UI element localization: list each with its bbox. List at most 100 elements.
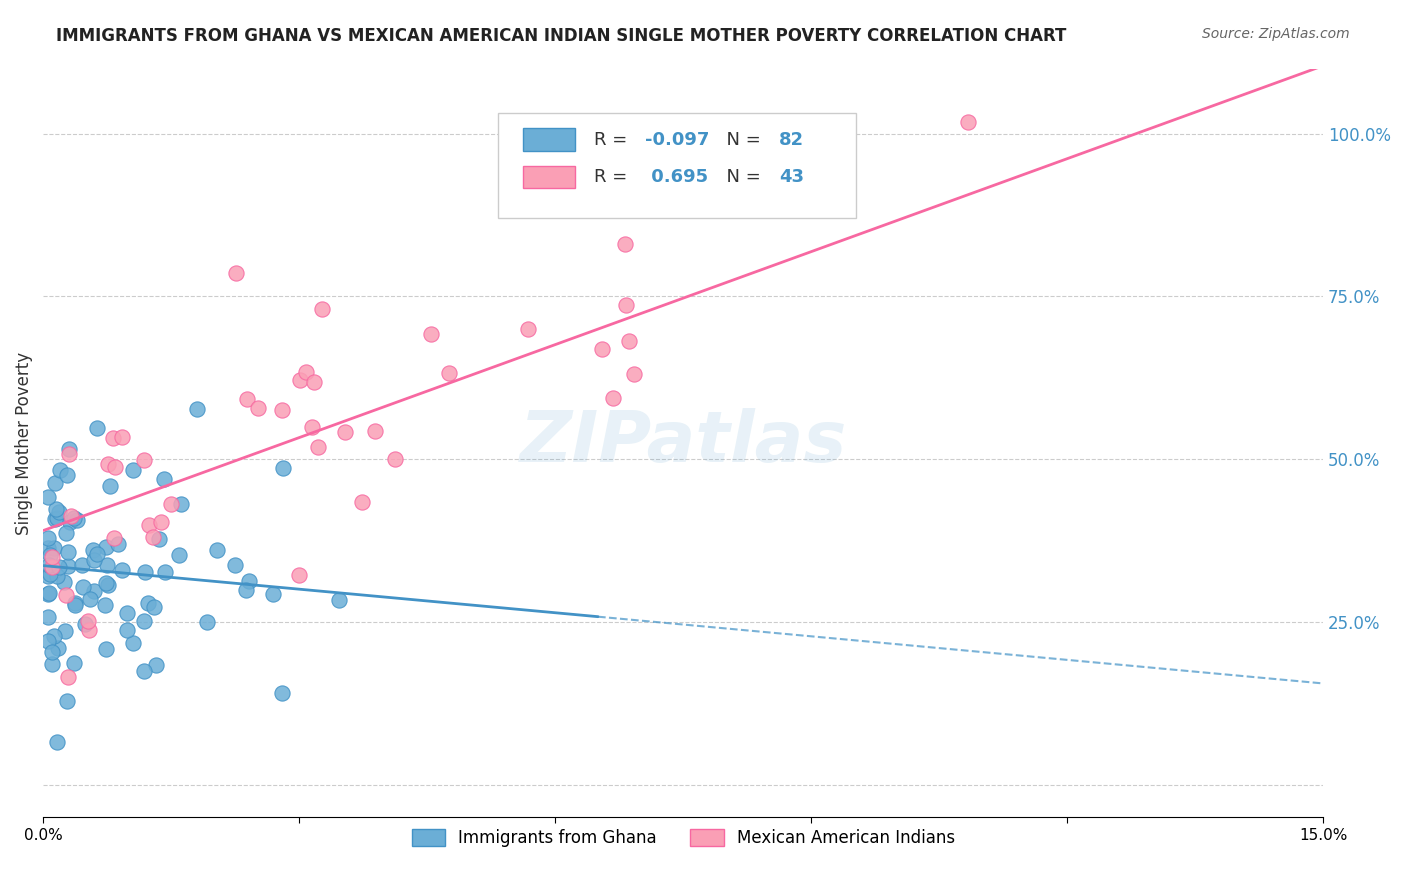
Point: [93, 599, 115, 613]
Text: R =: R =: [593, 168, 633, 186]
Point: [142, 530, 165, 544]
Point: [103, 531, 125, 545]
Point: [55, 526, 77, 541]
Point: [224, 558, 246, 572]
Point: [121, 462, 143, 476]
Point: [94, 541, 117, 555]
Point: [104, 460, 127, 475]
Point: [37, 610, 59, 624]
Point: [623, 367, 645, 381]
Point: [46, 640, 69, 655]
Point: [38, 558, 60, 573]
Point: [591, 342, 613, 356]
Point: [86, 547, 108, 561]
Point: [138, 518, 160, 533]
Point: [79, 591, 101, 606]
Point: [94, 641, 117, 656]
Text: ZIPatlas: ZIPatlas: [520, 409, 846, 477]
Point: [41, 657, 63, 671]
Point: [207, 542, 229, 557]
Point: [225, 266, 247, 280]
Point: [63, 598, 86, 612]
Point: [41, 645, 63, 659]
Point: [115, 624, 138, 638]
Point: [437, 366, 460, 380]
Point: [101, 431, 124, 445]
Point: [96, 558, 118, 572]
Point: [122, 635, 145, 649]
Point: [62, 656, 84, 670]
Point: [288, 373, 311, 387]
Point: [44, 476, 66, 491]
Point: [83, 583, 105, 598]
Point: [155, 566, 177, 580]
Point: [38, 566, 60, 581]
Point: [73, 616, 96, 631]
Point: [52, 574, 75, 589]
FancyBboxPatch shape: [523, 128, 575, 151]
Point: [56, 694, 79, 708]
Point: [419, 326, 441, 341]
Point: [617, 334, 640, 348]
Point: [148, 533, 170, 547]
Point: [37, 541, 59, 556]
Point: [153, 472, 176, 486]
Point: [77, 623, 100, 637]
Point: [58, 670, 80, 684]
Point: [62, 511, 84, 525]
Point: [46, 511, 69, 525]
Text: 43: 43: [779, 168, 804, 186]
Point: [82, 542, 104, 557]
Point: [41, 560, 63, 574]
Point: [271, 402, 294, 417]
Point: [56, 468, 79, 483]
Point: [132, 615, 155, 629]
Point: [263, 587, 285, 601]
Text: -0.097: -0.097: [645, 130, 709, 149]
Point: [53, 624, 76, 638]
Point: [134, 665, 156, 679]
Point: [352, 495, 374, 509]
Point: [39, 548, 62, 562]
Point: [956, 114, 979, 128]
Point: [37, 587, 59, 601]
Point: [364, 424, 387, 438]
Point: [48, 560, 70, 574]
Point: [307, 440, 329, 454]
Point: [48, 463, 70, 477]
Point: [55, 588, 77, 602]
Text: R =: R =: [593, 130, 633, 149]
Point: [98, 479, 121, 493]
Point: [111, 430, 134, 444]
FancyBboxPatch shape: [523, 166, 575, 188]
Text: 82: 82: [779, 130, 804, 149]
Point: [42, 629, 65, 643]
Point: [302, 375, 325, 389]
Point: [45, 501, 67, 516]
Point: [94, 576, 117, 591]
Point: [48, 505, 70, 519]
Text: 0.695: 0.695: [645, 168, 709, 186]
Point: [149, 516, 172, 530]
Point: [37, 634, 59, 648]
Point: [236, 392, 259, 407]
Point: [311, 301, 333, 316]
Point: [271, 461, 294, 475]
Point: [41, 549, 63, 564]
Point: [77, 614, 100, 628]
Point: [145, 658, 167, 673]
Point: [384, 452, 406, 467]
Point: [38, 585, 60, 599]
Point: [107, 537, 129, 551]
Text: N =: N =: [716, 130, 766, 149]
Point: [333, 425, 356, 439]
Point: [58, 442, 80, 456]
Point: [86, 421, 108, 435]
Point: [167, 548, 190, 562]
Point: [46, 735, 69, 749]
Point: [65, 595, 87, 609]
Point: [238, 574, 260, 588]
Point: [134, 453, 156, 467]
Point: [117, 606, 139, 620]
Point: [59, 509, 82, 524]
